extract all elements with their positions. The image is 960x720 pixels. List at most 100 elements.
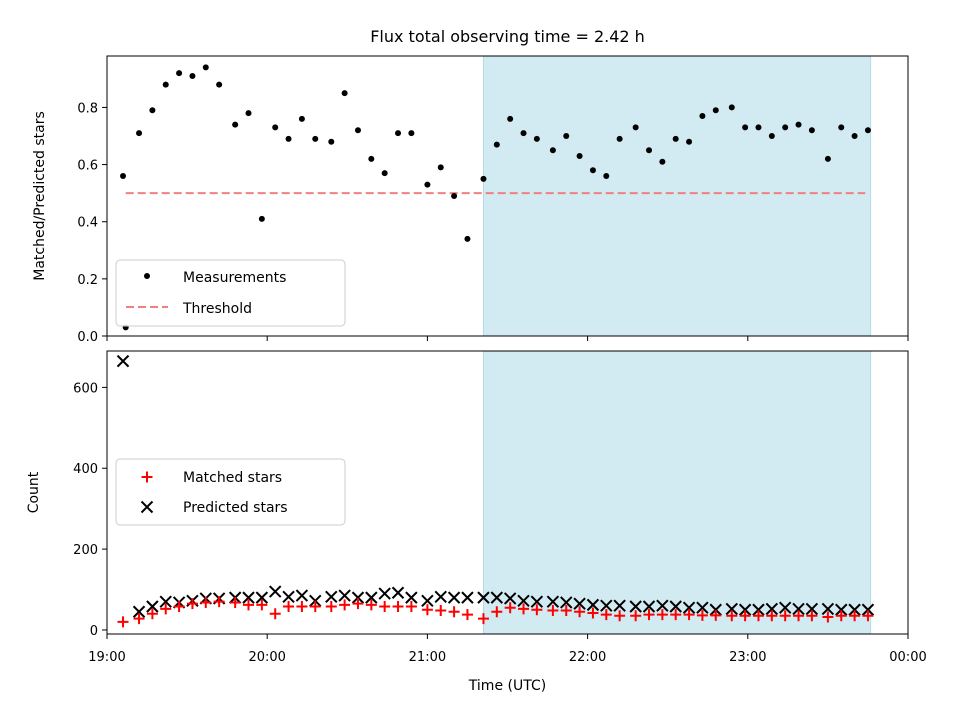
- predicted-star-point: [861, 603, 875, 616]
- matched-star-point: [146, 608, 158, 620]
- predicted-star-point: [378, 587, 391, 600]
- measurement-point: [298, 115, 305, 122]
- matched-star-point: [614, 610, 626, 622]
- matched-star-point: [200, 596, 212, 608]
- measurement-point: [162, 81, 169, 88]
- predicted-star-point: [132, 605, 146, 618]
- measurement-point: [507, 115, 514, 122]
- predicted-star-point: [365, 591, 378, 604]
- measurement-point: [120, 173, 127, 179]
- measurement-point: [408, 130, 415, 137]
- predicted-star-point: [530, 595, 544, 608]
- legend-marker-measurements: [144, 273, 150, 279]
- matched-star-point: [448, 606, 460, 618]
- predicted-star-point: [682, 601, 696, 614]
- predicted-star-point: [338, 589, 351, 602]
- matched-star-point: [421, 604, 433, 616]
- legend-label-measurements: Measurements: [183, 270, 286, 286]
- predicted-star-point: [116, 354, 130, 368]
- measurement-point: [202, 64, 209, 71]
- matched-star-point: [213, 596, 225, 608]
- matched-star-point: [806, 610, 818, 622]
- predicted-star-point: [517, 594, 530, 608]
- predicted-star-point: [159, 595, 172, 608]
- legend-label-threshold: Threshold: [182, 301, 252, 317]
- matched-star-point: [835, 610, 847, 622]
- matched-star-point: [296, 601, 308, 613]
- matched-star-point: [405, 601, 417, 613]
- predicted-star-point: [738, 603, 752, 616]
- predicted-star-point: [669, 600, 682, 613]
- matched-star-point: [491, 606, 503, 618]
- measurement-point: [136, 130, 143, 137]
- predicted-star-point: [434, 590, 447, 604]
- matched-star-point: [435, 605, 447, 617]
- measurement-point: [549, 147, 556, 154]
- matched-star-point: [683, 609, 695, 621]
- measurement-point: [864, 127, 871, 134]
- measurement-point: [824, 155, 831, 162]
- measurement-point: [272, 124, 279, 131]
- predicted-star-point: [656, 599, 669, 612]
- measurement-point: [808, 127, 815, 134]
- matched-star-point: [560, 605, 572, 617]
- measurement-point: [354, 127, 361, 134]
- measurement-point: [686, 138, 693, 145]
- measurement-point: [589, 167, 596, 174]
- top-axes-frame: [106, 55, 909, 337]
- predicted-star-point: [765, 602, 779, 616]
- predicted-star-point: [295, 589, 309, 602]
- matched-star-point: [779, 610, 791, 622]
- matched-star-point: [283, 601, 295, 613]
- predicted-star-point: [586, 598, 600, 612]
- matched-star-point: [133, 613, 145, 625]
- measurement-point: [533, 135, 540, 142]
- measurement-point: [851, 133, 858, 139]
- matched-star-point: [793, 610, 805, 622]
- matched-star-point: [587, 607, 599, 619]
- predicted-star-point: [490, 591, 504, 604]
- measurement-point: [728, 104, 735, 111]
- predicted-star-point: [600, 599, 613, 612]
- predicted-star-point: [242, 591, 255, 604]
- matched-star-point: [739, 610, 751, 622]
- measurement-point: [464, 235, 471, 242]
- measurement-point: [437, 164, 444, 171]
- measurement-point: [328, 138, 335, 145]
- predicted-star-point: [503, 592, 517, 605]
- measurement-point: [659, 158, 666, 165]
- predicted-star-point: [255, 591, 269, 604]
- measurement-point: [838, 124, 845, 131]
- predicted-star-point: [477, 591, 490, 604]
- predicted-star-point: [848, 603, 861, 616]
- matched-star-point: [849, 610, 861, 622]
- matched-star-point: [600, 609, 612, 621]
- top-y-tick-label: 0.4: [77, 216, 98, 231]
- predicted-star-point: [835, 603, 848, 616]
- legend-label-predicted: Predicted stars: [183, 500, 288, 516]
- predicted-star-point: [325, 590, 338, 604]
- measurement-point: [576, 153, 583, 159]
- predicted-star-point: [629, 600, 642, 613]
- top-y-tick-label: 0.2: [77, 273, 98, 288]
- matched-star-point: [392, 601, 404, 613]
- bottom-panel: 0 200 400 600 19:00 20:00 21:00 22:00 23:00 00:00…: [73, 350, 927, 665]
- predicted-star-point: [821, 602, 835, 616]
- matched-star-point: [726, 610, 738, 622]
- bottom-observing-window-shade: [482, 350, 872, 635]
- x-tick-label: 00:00: [889, 650, 926, 665]
- x-tick-label: 20:00: [248, 650, 285, 665]
- matched-star-point: [352, 598, 364, 610]
- measurement-point: [258, 215, 265, 222]
- matched-star-point: [862, 610, 874, 622]
- matched-star-point: [173, 601, 185, 613]
- legend-marker-matched: [141, 471, 153, 483]
- measurement-point: [368, 155, 375, 162]
- top-y-tick-label: 0.6: [77, 159, 98, 174]
- matched-star-point: [160, 603, 172, 615]
- matched-star-point: [643, 609, 655, 621]
- measurement-point: [285, 135, 292, 142]
- measurement-point: [616, 135, 623, 142]
- measurement-point: [646, 147, 653, 154]
